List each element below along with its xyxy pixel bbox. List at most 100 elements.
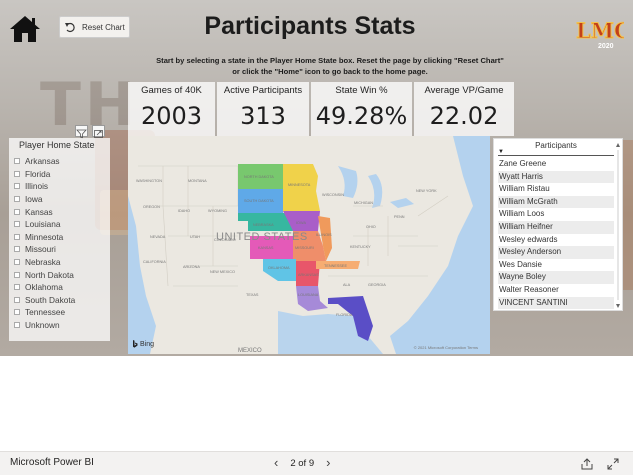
- slicer-item-label: Iowa: [25, 194, 43, 205]
- table-row[interactable]: William McGrath: [498, 195, 614, 209]
- slicer-item-label: Tennessee: [25, 307, 66, 318]
- report-canvas: TH Reset Chart Participants Stats LMC 20…: [0, 0, 633, 356]
- map-label: NORTH DAKOTA: [244, 175, 274, 179]
- table-row[interactable]: Wesley edwards: [499, 234, 558, 244]
- slicer-item[interactable]: Missouri: [14, 243, 75, 256]
- state-minnesota[interactable]: [283, 164, 320, 211]
- home-icon[interactable]: [8, 14, 42, 44]
- instructions-text: Start by selecting a state in the Player…: [156, 56, 504, 76]
- checkbox[interactable]: [14, 296, 20, 303]
- slicer-item-label: Arkansas: [25, 156, 60, 167]
- slicer-item[interactable]: Arkansas: [14, 155, 75, 168]
- checkbox[interactable]: [14, 259, 20, 266]
- state-map[interactable]: WASHINGTON MONTANA NORTH DAKOTA OREGON I…: [128, 136, 490, 354]
- state-missouri[interactable]: [293, 231, 326, 261]
- kpi-card-win-pct: State Win % 49.28%: [311, 82, 412, 136]
- checkbox[interactable]: [14, 246, 20, 253]
- slicer-item[interactable]: North Dakota: [14, 268, 75, 281]
- slicer-item-label: South Dakota: [25, 294, 76, 305]
- checkbox[interactable]: [14, 208, 20, 215]
- reset-chart-button[interactable]: Reset Chart: [59, 16, 130, 38]
- table-row[interactable]: Zane Greene: [499, 159, 547, 168]
- slicer-item[interactable]: Kansas: [14, 205, 75, 218]
- state-nebraska[interactable]: [238, 213, 293, 231]
- kpi-value: 313: [240, 102, 286, 130]
- state-kansas[interactable]: [250, 236, 293, 259]
- checkbox[interactable]: [14, 196, 20, 203]
- slicer-item-label: Louisiana: [25, 219, 61, 230]
- kpi-label: Average VP/Game: [424, 85, 504, 96]
- slicer-item[interactable]: Iowa: [14, 193, 75, 206]
- participants-rows: Zane Greene Wyatt Harris William Ristau Wil…: [498, 158, 614, 310]
- table-row[interactable]: VINCENT SANTINI: [498, 296, 614, 310]
- map-label: OKLAHOMA: [268, 266, 290, 270]
- fullscreen-icon[interactable]: [607, 457, 619, 475]
- kpi-value: 49.28%: [315, 102, 408, 130]
- checkbox[interactable]: [14, 233, 20, 240]
- state-arkansas[interactable]: [296, 261, 320, 286]
- map-label: ILLINOIS: [316, 233, 332, 237]
- slicer-item[interactable]: Unknown: [14, 319, 75, 332]
- page-indicator[interactable]: 2 of 9: [290, 457, 315, 469]
- participants-column-header[interactable]: Participants: [498, 141, 614, 156]
- state-north-dakota[interactable]: [238, 164, 283, 189]
- state-illinois[interactable]: [318, 216, 332, 261]
- map-label: NEVADA: [150, 235, 166, 239]
- table-row[interactable]: William Loos: [499, 209, 545, 219]
- slicer-item[interactable]: Minnesota: [14, 231, 75, 244]
- next-page-icon[interactable]: ›: [326, 455, 331, 470]
- slicer-item-label: Missouri: [25, 244, 56, 255]
- checkbox[interactable]: [14, 284, 20, 291]
- brand-name[interactable]: Microsoft Power BI: [10, 457, 94, 468]
- bing-attribution[interactable]: Bing: [132, 340, 154, 348]
- state-south-dakota[interactable]: [238, 189, 283, 213]
- slicer-item[interactable]: Illinois: [14, 180, 75, 193]
- undo-icon: [65, 22, 75, 33]
- map-label: KANSAS: [258, 246, 274, 250]
- table-row[interactable]: William Ristau: [499, 184, 550, 194]
- map-label: LOUISIANA: [298, 293, 319, 297]
- slicer-item[interactable]: South Dakota: [14, 294, 75, 307]
- map-label: TEXAS: [246, 293, 259, 297]
- slicer-list: Arkansas Florida Illinois Iowa Kansas Louisia…: [14, 155, 75, 331]
- state-iowa[interactable]: [283, 211, 320, 231]
- checkbox[interactable]: [14, 271, 20, 278]
- focus-mode-icon[interactable]: [92, 125, 105, 138]
- slicer-item[interactable]: Oklahoma: [14, 281, 75, 294]
- slicer-item[interactable]: Nebraska: [14, 256, 75, 269]
- map-label: IDAHO: [178, 209, 190, 213]
- checkbox[interactable]: [14, 170, 20, 177]
- state-tennessee[interactable]: [316, 261, 360, 269]
- lmc-logo: LMC 2020: [574, 12, 632, 52]
- checkbox[interactable]: [14, 309, 20, 316]
- kpi-card-participants: Active Participants 313: [217, 82, 309, 136]
- table-row[interactable]: William Heifner: [498, 220, 614, 234]
- kpi-value: 22.02: [429, 102, 499, 130]
- share-icon[interactable]: [581, 457, 593, 475]
- table-row[interactable]: Wes Dansie: [499, 259, 542, 269]
- slicer-item-label: Oklahoma: [25, 282, 63, 293]
- checkbox[interactable]: [14, 221, 20, 228]
- table-row[interactable]: Wayne Boley: [498, 271, 614, 284]
- map-label: OHIO: [366, 225, 376, 229]
- checkbox[interactable]: [14, 183, 20, 190]
- slicer-item[interactable]: Louisiana: [14, 218, 75, 231]
- table-row[interactable]: Wyatt Harris: [498, 170, 614, 184]
- table-row[interactable]: Wesley Anderson: [498, 246, 614, 259]
- map-label: NEW YORK: [416, 189, 437, 193]
- checkbox[interactable]: [14, 322, 20, 329]
- filter-icon[interactable]: [75, 125, 88, 139]
- state-florida[interactable]: [328, 296, 373, 341]
- map-label: WASHINGTON: [136, 179, 162, 183]
- state-louisiana[interactable]: [296, 286, 328, 311]
- sort-descending-icon[interactable]: ▼: [498, 149, 504, 155]
- slicer-item[interactable]: Tennessee: [14, 306, 75, 319]
- checkbox[interactable]: [14, 158, 20, 165]
- slicer-item[interactable]: Florida: [14, 168, 75, 181]
- table-row[interactable]: Walter Reasoner: [499, 284, 559, 294]
- state-oklahoma[interactable]: [263, 259, 296, 281]
- slicer-title: Player Home State: [19, 140, 95, 150]
- previous-page-icon[interactable]: ‹: [274, 455, 279, 470]
- mexico-label: MEXICO: [238, 348, 262, 354]
- table-scrollbar[interactable]: [615, 141, 621, 310]
